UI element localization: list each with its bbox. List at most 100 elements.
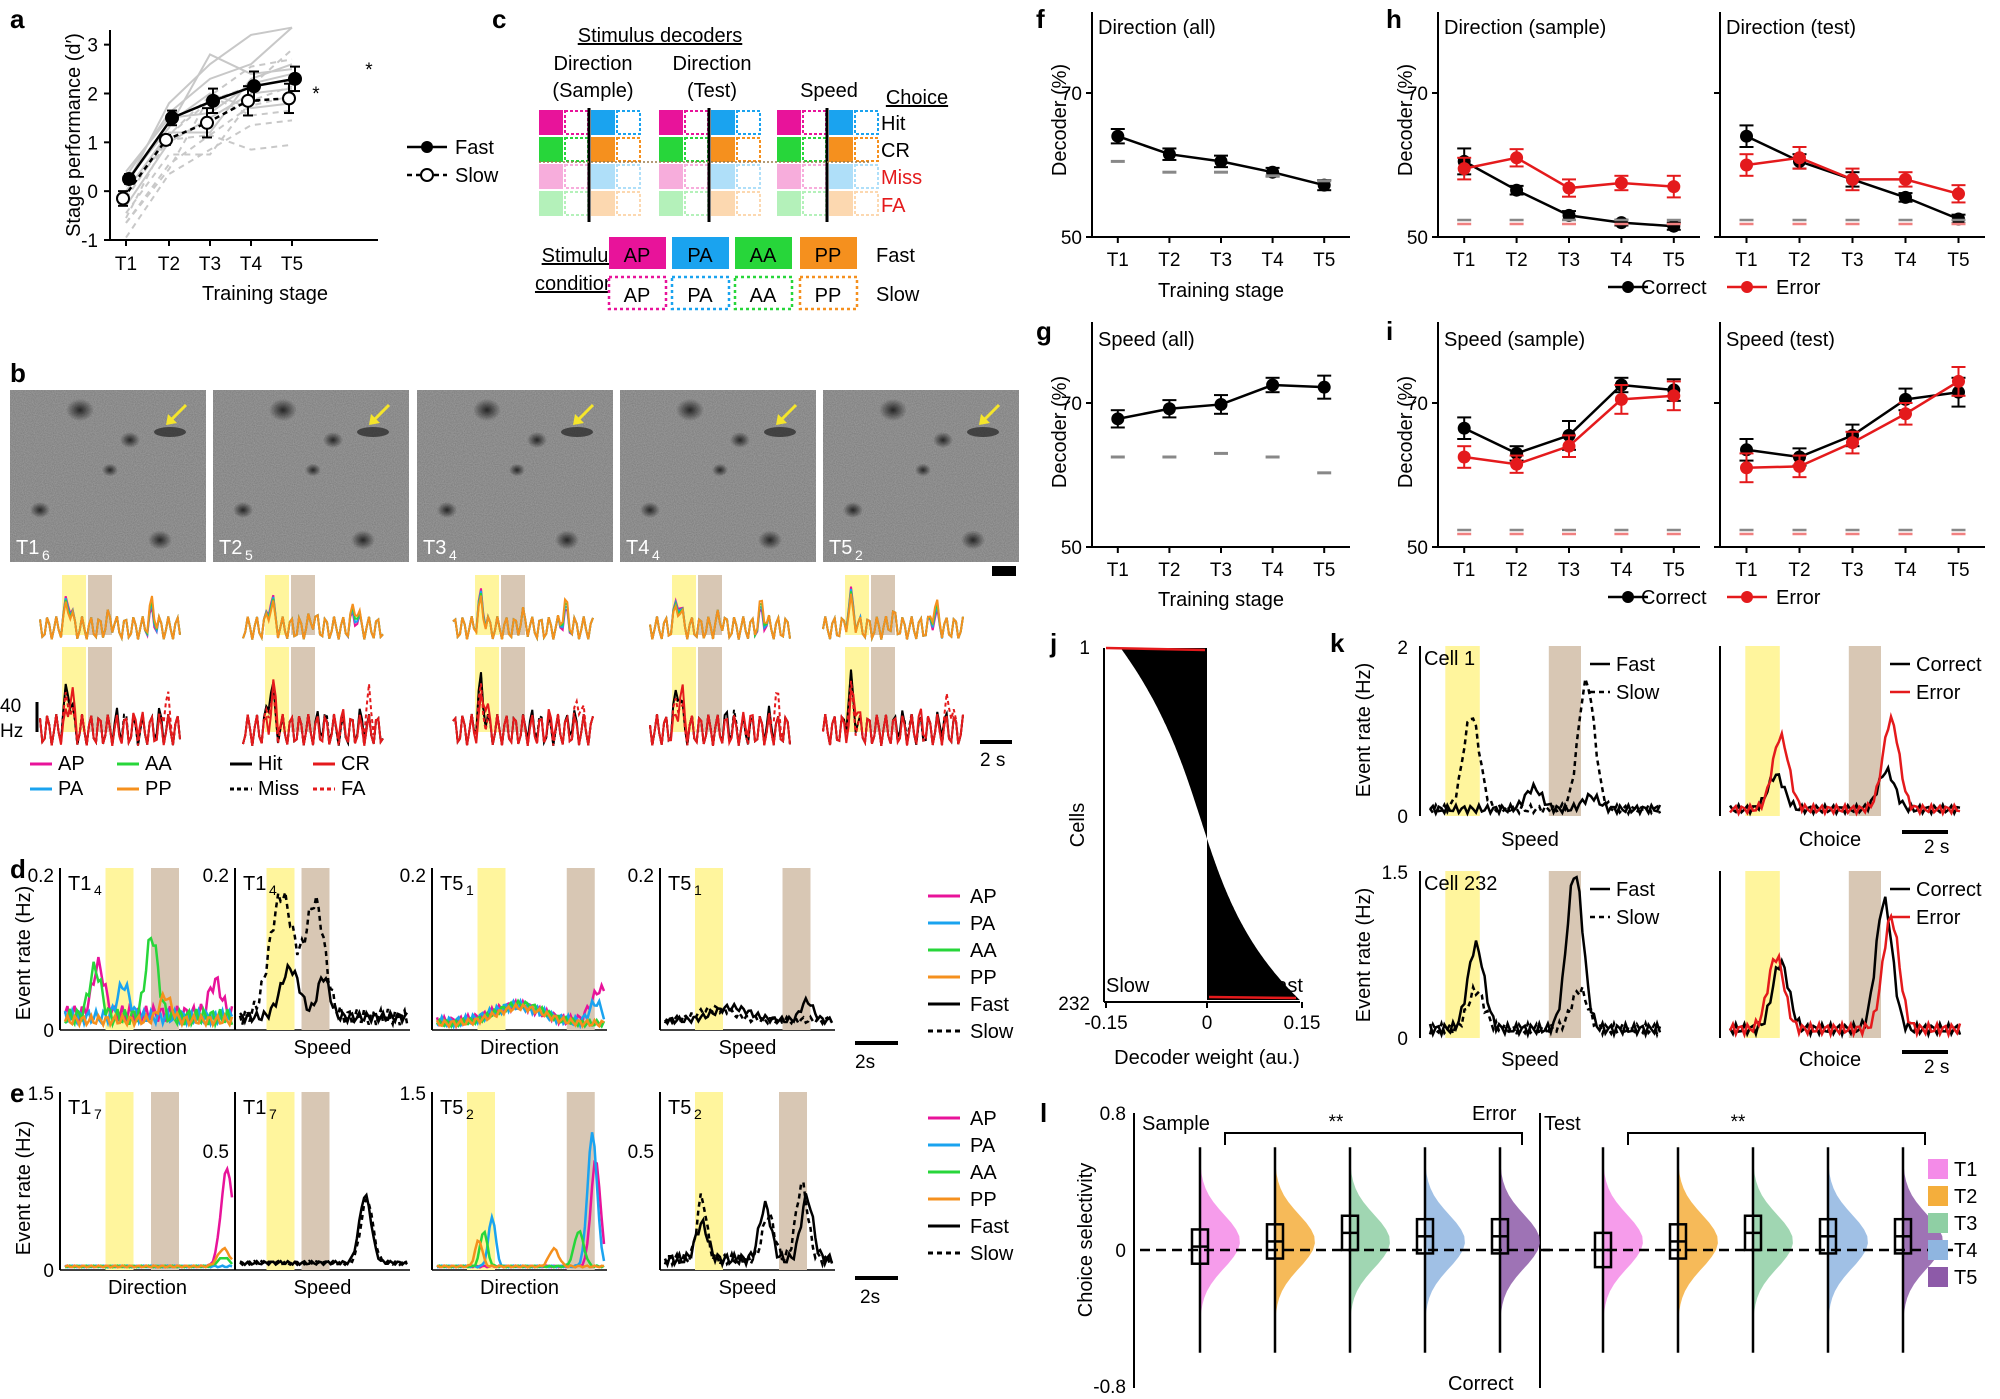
panel-b-arrow-icon (982, 403, 1001, 422)
panel-l-violin-T2 (1275, 1113, 1315, 1387)
panel-b-time: 2 s (980, 750, 1005, 771)
xtick: T4 (1610, 560, 1633, 581)
xtick: T4 (1262, 560, 1285, 581)
xtick: T5 (1313, 250, 1335, 271)
panel-c-col-choice: Choice (886, 87, 948, 109)
panel-k-cell1: Cell 1 (1424, 648, 1475, 670)
panel-c-cell (711, 110, 735, 135)
panel-d-legend: Fast (970, 994, 1009, 1016)
panel-d-ytick: 0.2 (28, 866, 54, 887)
panel-c-cell (854, 137, 879, 162)
panel-i-plot: 70 50 T1 T2 T3 T4 T5 T1 T2 T3 T4 T5 (1407, 366, 1970, 581)
panel-b-image-label: T2 (219, 537, 242, 559)
panel-f-xlabel: Training stage (1158, 280, 1284, 302)
panel-j-xtick-neg: -0.15 (1084, 1013, 1127, 1034)
panel-c-col-speed: Speed (800, 80, 858, 102)
panel-c-cell (777, 191, 801, 216)
panel-l-ytick-bottom: -0.8 (1093, 1377, 1126, 1398)
panel-d-legend: AP (970, 886, 997, 908)
panel-d-legend: Slow (970, 1021, 1014, 1043)
xtick: T2 (1158, 250, 1180, 271)
panel-e-trace (436, 1238, 605, 1269)
panel-l-violin-T2 (1678, 1113, 1718, 1387)
panel-a-sig-t4: * (312, 84, 320, 105)
panel-d-trace (436, 997, 606, 1030)
panel-c-title: Stimulus decoders (578, 25, 743, 47)
panel-b-image-sub: 4 (652, 547, 660, 563)
panel-c-cond-fast-AA (735, 237, 792, 269)
panel-l-legend-swatch (1928, 1159, 1948, 1179)
panel-b-arrowhead-icon (776, 414, 787, 425)
panel-a-animal-line (125, 94, 293, 224)
panel-a: a 3 2 1 0 -1 T1 T2 T3 T4 T5 Stage performance (d… (10, 4, 499, 305)
panel-b-trace (822, 593, 964, 642)
panel-a-xtick: T4 (240, 254, 263, 275)
panel-k-xlabel-speed-bottom: Speed (1501, 1049, 1559, 1071)
series-point (1740, 158, 1753, 172)
series-point (1457, 450, 1471, 464)
panel-i-ylabel: Decoder (%) (1395, 376, 1417, 488)
xtick: T2 (1506, 250, 1528, 271)
panel-k-legend: Correct (1916, 654, 1982, 676)
series-point (1614, 176, 1628, 190)
panel-l-sig-test: ** (1731, 1112, 1746, 1133)
panel-a-point (116, 191, 130, 206)
panel-c-cell (829, 164, 853, 189)
xtick: T1 (1735, 250, 1757, 271)
panel-b-legend1: PA (58, 778, 84, 800)
panel-a-point (241, 93, 255, 108)
series-point (1111, 412, 1125, 426)
panel-h-legend-error: Error (1776, 277, 1821, 299)
panel-e-trace (239, 1196, 408, 1267)
panel-b-trace (242, 600, 384, 641)
series-point (1266, 378, 1280, 392)
panel-c-cell (659, 164, 683, 189)
panel-b-image-sub: 4 (449, 547, 457, 563)
panel-j-xtick-pos: 0.15 (1284, 1013, 1321, 1034)
panel-b-arrowhead-icon (166, 414, 177, 425)
panel-f-ylabel: Decoder (%) (1049, 64, 1071, 176)
ytick: 70 (1061, 394, 1082, 415)
panel-a-ytick: -1 (81, 231, 98, 252)
panel-c-cell (829, 137, 853, 162)
panel-d-legend: PA (970, 913, 996, 935)
panel-k-ytick: 2 (1397, 638, 1408, 659)
panel-d-trace (64, 936, 234, 1030)
panel-l-legend-swatch (1928, 1186, 1948, 1206)
ytick: 70 (1407, 84, 1428, 105)
panel-e-trace (239, 1192, 408, 1267)
panel-l-violin-T1 (1200, 1113, 1240, 1387)
panel-c-cell (616, 191, 641, 216)
panel-e-trace (64, 1165, 234, 1269)
panel-c-cell (777, 164, 801, 189)
panel-d-xlabel: Speed (294, 1037, 352, 1059)
panel-b-legend2: Hit (258, 753, 283, 775)
panel-b-arrowhead-icon (573, 414, 584, 425)
panel-d-xlabel: Direction (480, 1037, 559, 1059)
panel-l-legend-label: T3 (1954, 1213, 1977, 1235)
panel-d-ytick: 0 (43, 1021, 54, 1042)
series-point (1162, 402, 1176, 416)
panel-d-title-sub: 1 (694, 882, 702, 898)
panel-c-cond-slow-PP (798, 275, 859, 311)
panel-d-title-sub: 4 (269, 882, 277, 898)
series-point (1162, 147, 1176, 161)
series-point (1899, 407, 1912, 421)
panel-d-trace (63, 990, 234, 1029)
xtick: T2 (1788, 250, 1810, 271)
series-point (1510, 446, 1524, 460)
panel-k-sample-window (1445, 646, 1480, 816)
panel-c-col-dir-sample: Direction (554, 53, 633, 75)
panel-a-point (206, 93, 220, 108)
panel-c-slow: Slow (876, 284, 920, 306)
panel-l: l Choice selectivity 0.8 0 -0.8 Sample T… (1040, 1098, 1977, 1398)
xtick: T3 (1558, 560, 1580, 581)
series-point (1667, 389, 1681, 403)
panel-l-violin-T5 (1903, 1113, 1943, 1387)
series-point (1667, 180, 1681, 194)
panel-j-fast: Fast (1264, 975, 1303, 997)
ytick: 70 (1407, 394, 1428, 415)
panel-c-cell (616, 110, 641, 135)
panel-d-ylabel: Event rate (Hz) (13, 886, 35, 1020)
